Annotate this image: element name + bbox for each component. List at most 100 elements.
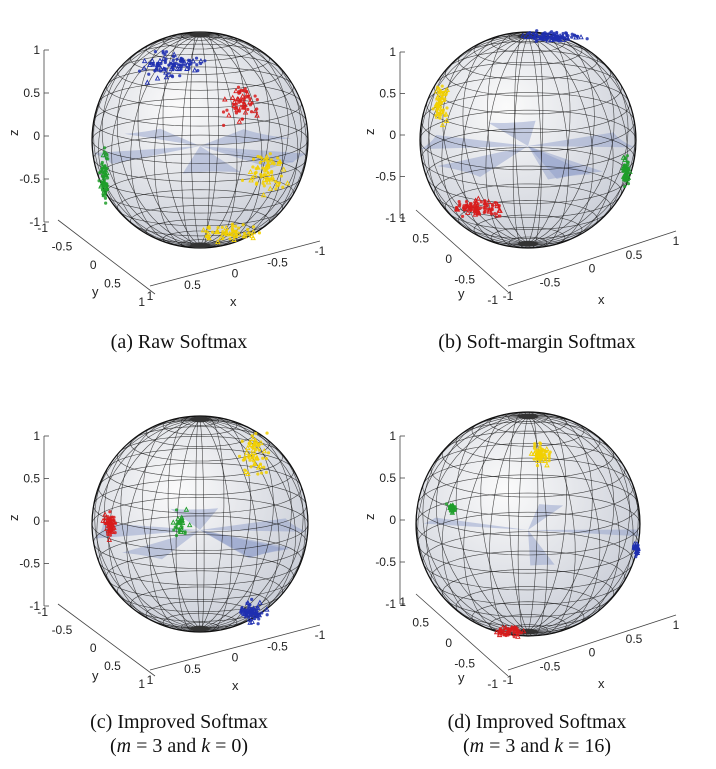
z-tick-label: -0.5 <box>19 557 40 571</box>
y-tick-label: 0.5 <box>412 616 429 630</box>
data-point <box>221 229 225 234</box>
data-point <box>233 87 239 94</box>
cluster-blue <box>520 29 589 43</box>
longitude-line <box>442 34 529 245</box>
data-point <box>538 445 542 449</box>
y-axis-line <box>415 593 509 677</box>
data-point <box>178 63 182 67</box>
decision-sector <box>528 530 555 566</box>
data-point <box>462 207 467 212</box>
longitude-line <box>527 416 640 632</box>
data-point <box>464 205 471 211</box>
decision-sector <box>528 146 592 180</box>
longitude-line <box>417 416 529 633</box>
data-point <box>189 62 193 66</box>
data-point <box>166 71 172 77</box>
data-point <box>163 60 167 65</box>
y-tick-label: 0 <box>445 636 452 650</box>
x-tick-label: -1 <box>503 673 514 687</box>
data-point <box>236 85 241 89</box>
data-point <box>97 179 101 183</box>
cluster-yellow <box>528 441 552 468</box>
data-point <box>104 519 110 525</box>
data-point <box>624 157 628 161</box>
data-point <box>441 90 445 95</box>
data-point <box>493 201 497 205</box>
longitude-line <box>527 416 601 635</box>
data-point <box>200 227 207 233</box>
longitude-line <box>441 416 529 634</box>
data-point <box>433 88 440 94</box>
data-point <box>274 187 278 191</box>
data-point <box>535 38 539 42</box>
data-point <box>485 198 492 204</box>
y-axis-label: y <box>92 668 99 683</box>
data-point <box>493 628 500 635</box>
data-point <box>246 107 250 112</box>
data-point <box>236 118 243 124</box>
cluster-blue <box>239 597 270 626</box>
data-point <box>241 223 245 227</box>
decision-sector <box>528 132 635 148</box>
data-point <box>164 50 169 54</box>
cluster-yellow <box>240 152 291 198</box>
x-tick-label: 0 <box>589 646 596 660</box>
data-point <box>453 505 457 509</box>
data-point <box>253 94 257 98</box>
data-point <box>220 225 224 230</box>
data-point <box>269 158 273 162</box>
data-point <box>578 34 584 40</box>
data-point <box>258 439 264 446</box>
data-point <box>257 448 261 452</box>
data-point <box>234 106 239 110</box>
data-point <box>621 164 627 171</box>
cluster-red <box>100 510 118 542</box>
data-point <box>540 36 544 40</box>
decision-sector <box>528 529 640 537</box>
x-tick-label: 0.5 <box>626 632 643 646</box>
z-tick-label: 1 <box>33 429 40 443</box>
data-point <box>101 191 108 197</box>
data-point <box>458 202 462 206</box>
data-point <box>500 629 506 635</box>
longitude-line <box>527 415 639 632</box>
data-point <box>482 210 486 215</box>
data-point <box>254 448 258 452</box>
cluster-blue <box>631 540 641 559</box>
data-point <box>243 455 247 459</box>
y-tick-label: 0.5 <box>412 232 429 246</box>
data-point <box>147 72 151 76</box>
data-point <box>195 63 199 67</box>
y-tick-label: -1 <box>487 677 498 691</box>
caption-d-title: (d) Improved Softmax <box>447 711 627 733</box>
data-point <box>443 117 450 123</box>
z-tick-label: -1 <box>29 599 40 613</box>
data-point <box>241 89 245 93</box>
data-point <box>538 441 542 445</box>
data-point <box>203 59 207 63</box>
data-point <box>266 159 270 163</box>
data-point <box>534 449 538 453</box>
data-point <box>475 195 482 201</box>
z-tick-label: -0.5 <box>375 555 396 569</box>
longitude-line <box>104 418 201 629</box>
longitude-line <box>527 416 576 636</box>
data-point <box>503 626 509 632</box>
data-point <box>243 468 247 472</box>
data-point <box>171 67 175 71</box>
longitude-line <box>527 412 567 632</box>
data-point <box>246 616 253 622</box>
data-point <box>248 458 252 462</box>
data-point <box>546 35 550 40</box>
data-point <box>103 184 110 190</box>
x-tick-label: 0.5 <box>184 662 201 676</box>
x-axis-line <box>149 624 321 671</box>
data-point <box>434 113 438 118</box>
data-point <box>265 179 272 185</box>
data-point <box>565 35 571 41</box>
data-point <box>549 36 555 42</box>
data-point <box>153 49 158 54</box>
data-point <box>533 442 537 446</box>
data-point <box>256 472 260 476</box>
data-point <box>264 157 269 161</box>
